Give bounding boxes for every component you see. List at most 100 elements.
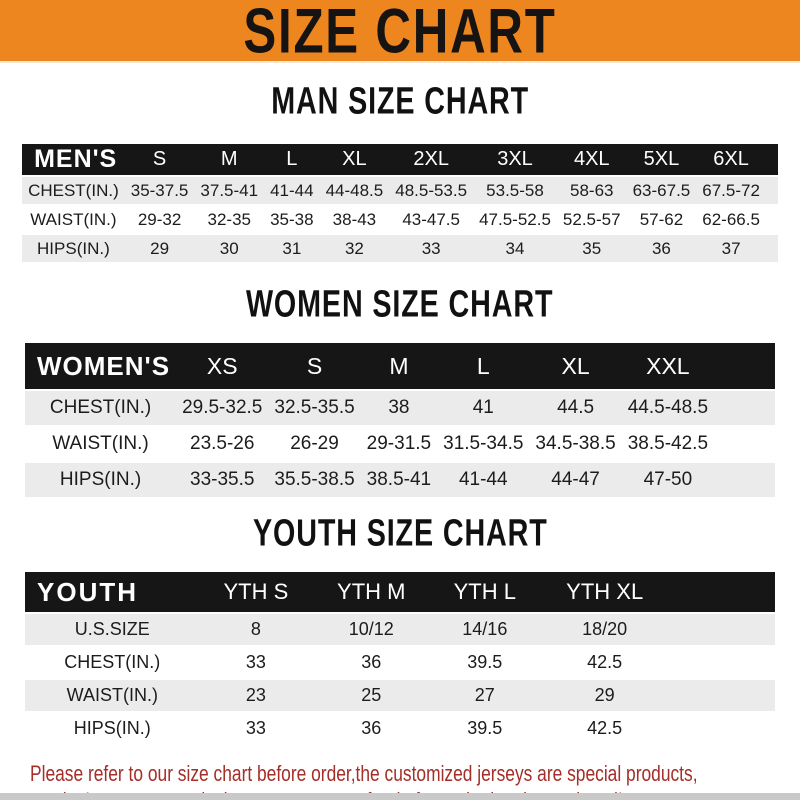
size-column-header: YTH XL xyxy=(539,572,670,612)
table-cell: 37 xyxy=(696,235,766,262)
table-cell: 42.5 xyxy=(539,647,670,678)
section-men: MAN SIZE CHART MEN'S S M L XL 2XL 3XL 4XL 5XL 6XL… xyxy=(0,79,800,264)
size-column-header: 4XL xyxy=(556,144,627,175)
table-cell: 32.5-35.5 xyxy=(268,391,361,425)
table-cell: 33-35.5 xyxy=(176,463,269,497)
size-column-header: XS xyxy=(176,343,269,389)
table-cell: 23 xyxy=(199,680,313,711)
table-cell: 63-67.5 xyxy=(626,177,697,204)
table-cell: 41-44 xyxy=(437,463,530,497)
table-cell: 36 xyxy=(312,647,431,678)
table-cell: 52.5-57 xyxy=(556,206,627,233)
filler-cell xyxy=(714,427,775,461)
row-label: U.S.SIZE xyxy=(25,614,200,645)
size-column-header: M xyxy=(360,343,438,389)
table-cell: 33 xyxy=(199,713,313,744)
table-cell: 29.5-32.5 xyxy=(176,391,269,425)
table-cell: 44-48.5 xyxy=(319,177,390,204)
table-corner-label: YOUTH xyxy=(25,572,200,612)
filler-cell xyxy=(765,206,778,233)
table-cell: 62-66.5 xyxy=(696,206,766,233)
table-cell: 35 xyxy=(556,235,627,262)
table-cell: 18/20 xyxy=(539,614,670,645)
size-column-header: L xyxy=(437,343,530,389)
men-section-title: MAN SIZE CHART xyxy=(271,79,529,122)
row-label: CHEST(IN.) xyxy=(25,647,200,678)
filler-cell xyxy=(670,614,775,645)
size-column-header: 2XL xyxy=(389,144,474,175)
size-column-header: XL xyxy=(319,144,390,175)
table-cell: 29 xyxy=(124,235,195,262)
table-row: HIPS(IN.) 29 30 31 32 33 34 35 36 37 xyxy=(22,235,778,262)
table-cell: 27 xyxy=(430,680,540,711)
table-cell: 42.5 xyxy=(539,713,670,744)
row-label: WAIST(IN.) xyxy=(25,427,177,461)
table-row: CHEST(IN.) 35-37.5 37.5-41 41-44 44-48.5 48.5… xyxy=(22,177,778,204)
section-youth: YOUTH SIZE CHART YOUTH YTH S YTH M YTH L YTH… xyxy=(0,511,800,746)
size-column-header: 6XL xyxy=(696,144,766,175)
table-cell: 25 xyxy=(312,680,431,711)
table-cell: 38.5-42.5 xyxy=(621,427,715,461)
filler-cell xyxy=(670,713,775,744)
table-row: WAIST(IN.) 23 25 27 29 xyxy=(25,680,775,711)
table-cell: 36 xyxy=(312,713,431,744)
row-label: WAIST(IN.) xyxy=(25,680,200,711)
table-row: HIPS(IN.) 33 36 39.5 42.5 xyxy=(25,713,775,744)
table-cell: 35-38 xyxy=(264,206,320,233)
women-size-table: WOMEN'S XS S M L XL XXL CHEST(IN.) 29.5-32.5 32.5… xyxy=(25,341,775,499)
section-women: WOMEN SIZE CHART WOMEN'S XS S M L XL XXL CHEST(… xyxy=(0,282,800,499)
table-cell: 41 xyxy=(437,391,530,425)
table-cell: 26-29 xyxy=(268,427,361,461)
table-cell: 29-31.5 xyxy=(360,427,438,461)
table-cell: 33 xyxy=(389,235,474,262)
size-column-header: XL xyxy=(529,343,622,389)
table-cell: 36 xyxy=(626,235,697,262)
bottom-strip xyxy=(0,793,800,800)
table-cell: 37.5-41 xyxy=(194,177,265,204)
table-cell: 57-62 xyxy=(626,206,697,233)
table-cell: 38 xyxy=(360,391,438,425)
row-label: WAIST(IN.) xyxy=(22,206,125,233)
size-column-header: S xyxy=(124,144,195,175)
table-cell: 38-43 xyxy=(319,206,390,233)
filler-cell xyxy=(714,463,775,497)
table-cell: 31 xyxy=(264,235,320,262)
disclaimer-line-1: Please refer to our size chart before or… xyxy=(30,761,698,786)
table-cell: 30 xyxy=(194,235,265,262)
table-cell: 47-50 xyxy=(621,463,715,497)
table-cell: 35-37.5 xyxy=(124,177,195,204)
filler-cell xyxy=(714,343,775,389)
row-label: HIPS(IN.) xyxy=(25,713,200,744)
table-cell: 32-35 xyxy=(194,206,265,233)
page-title: SIZE CHART xyxy=(243,0,557,66)
table-cell: 41-44 xyxy=(264,177,320,204)
youth-section-title: YOUTH SIZE CHART xyxy=(252,511,548,554)
table-cell: 44.5-48.5 xyxy=(621,391,715,425)
size-column-header: YTH M xyxy=(312,572,431,612)
size-column-header: YTH L xyxy=(430,572,540,612)
size-column-header: S xyxy=(268,343,361,389)
table-corner-label: WOMEN'S xyxy=(25,343,177,389)
table-cell: 44-47 xyxy=(529,463,622,497)
filler-cell xyxy=(765,177,778,204)
table-corner-label: MEN'S xyxy=(22,144,125,175)
table-cell: 48.5-53.5 xyxy=(389,177,474,204)
filler-cell xyxy=(765,235,778,262)
table-header-row: YOUTH YTH S YTH M YTH L YTH XL xyxy=(25,572,775,612)
table-row: U.S.SIZE 8 10/12 14/16 18/20 xyxy=(25,614,775,645)
row-label: HIPS(IN.) xyxy=(25,463,177,497)
size-column-header: YTH S xyxy=(199,572,313,612)
size-column-header: 5XL xyxy=(626,144,697,175)
table-cell: 43-47.5 xyxy=(389,206,474,233)
table-cell: 33 xyxy=(199,647,313,678)
filler-cell xyxy=(714,391,775,425)
banner: SIZE CHART xyxy=(0,0,800,66)
table-row: WAIST(IN.) 29-32 32-35 35-38 38-43 43-47.5 47.… xyxy=(22,206,778,233)
table-cell: 53.5-58 xyxy=(473,177,557,204)
men-size-table: MEN'S S M L XL 2XL 3XL 4XL 5XL 6XL CHEST(IN.) 35-37… xyxy=(22,142,778,264)
table-cell: 58-63 xyxy=(556,177,627,204)
table-cell: 8 xyxy=(199,614,313,645)
youth-size-table: YOUTH YTH S YTH M YTH L YTH XL U.S.SIZE 8 10/12… xyxy=(25,570,775,746)
table-cell: 67.5-72 xyxy=(696,177,766,204)
table-cell: 34 xyxy=(473,235,557,262)
